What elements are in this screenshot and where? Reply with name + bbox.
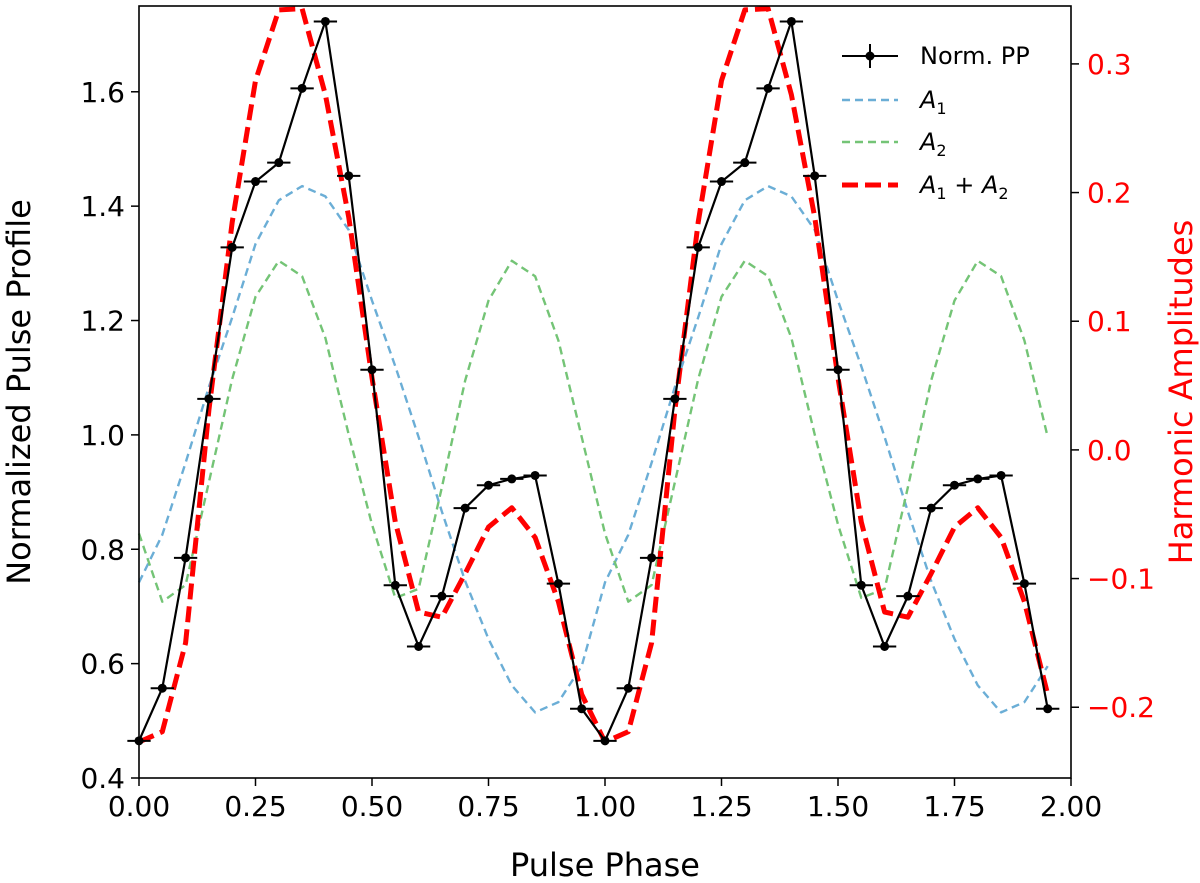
- pulse-profile-point: [1043, 704, 1053, 714]
- x-tick-label: 0.25: [224, 790, 286, 823]
- pulse-profile-point: [1019, 579, 1029, 589]
- pulse-profile-point: [460, 503, 470, 513]
- pulse-profile-point: [647, 553, 657, 563]
- legend-sum-label: A1 + A2: [918, 171, 1009, 203]
- left-y-axis-label: Normalized Pulse Profile: [0, 199, 38, 585]
- left-y-tick-label: 1.4: [80, 190, 125, 223]
- pulse-profile-point: [553, 579, 563, 589]
- legend-pp-label: Norm. PP: [920, 42, 1030, 70]
- pulse-profile-point: [484, 480, 493, 490]
- right-y-tick-label: 0.2: [1087, 177, 1132, 210]
- legend: Norm. PP A1 A2 A1 + A2: [842, 42, 1030, 203]
- right-y-tick-label: −0.1: [1087, 563, 1155, 596]
- pulse-profile-point: [367, 365, 377, 375]
- pulse-profile-point: [297, 83, 307, 93]
- x-tick-label: 1.50: [807, 790, 869, 823]
- pulse-profile-point: [996, 470, 1006, 480]
- right-y-tick-label: 0.1: [1087, 305, 1132, 338]
- x-tick-label: 1.25: [690, 790, 752, 823]
- a1-harmonic-line: [137, 184, 1049, 714]
- a1-plus-a2-line: [137, 6, 1051, 745]
- x-tick-label: 2.00: [1040, 790, 1102, 823]
- x-axis-ticks: 0.00 0.25 0.50 0.75 1.00 1.25 1.50 1.75 2.00: [108, 778, 1102, 823]
- x-tick-label: 0.50: [341, 790, 403, 823]
- pulse-profile-point: [856, 580, 866, 590]
- pulse-profile-point: [903, 591, 913, 601]
- pulse-profile-point: [600, 736, 610, 746]
- legend-pp-marker: [865, 51, 875, 61]
- x-axis-label: Pulse Phase: [510, 846, 700, 883]
- left-y-tick-label: 0.8: [80, 533, 125, 566]
- plot-area: [127, 6, 1060, 746]
- pulse-profile-point: [204, 394, 214, 404]
- right-y-axis-ticks: −0.2 −0.1 0.0 0.1 0.2 0.3: [1071, 48, 1155, 724]
- left-y-tick-label: 1.6: [80, 76, 125, 109]
- legend-a1-label: A1: [918, 86, 947, 118]
- plot-frame: [138, 5, 1072, 779]
- pulse-profile-point: [740, 158, 750, 168]
- pulse-profile-point: [390, 580, 400, 590]
- right-y-tick-label: 0.3: [1087, 48, 1132, 81]
- pulse-profile-point: [437, 591, 447, 601]
- right-y-tick-label: 0.0: [1087, 434, 1132, 467]
- pulse-profile-point: [157, 683, 167, 693]
- x-tick-label: 0.00: [108, 790, 170, 823]
- pulse-profile-point: [181, 553, 191, 563]
- pulse-profile-point: [973, 474, 983, 484]
- pulse-profile-point: [577, 704, 587, 714]
- pulse-profile-point: [623, 683, 633, 693]
- pulse-profile-point: [530, 470, 540, 480]
- pulse-profile-point: [670, 394, 680, 404]
- pulse-profile-point: [320, 16, 330, 26]
- pulse-profile-point: [693, 242, 703, 252]
- pulse-profile-point: [717, 177, 726, 187]
- a2-harmonic-line: [137, 259, 1049, 603]
- legend-a2-label: A2: [918, 128, 947, 160]
- pulse-profile-point: [950, 480, 959, 490]
- pulse-profile-point: [786, 16, 796, 26]
- pulse-profile-point: [763, 83, 773, 93]
- left-y-tick-label: 0.4: [80, 762, 125, 795]
- pulse-profile-point: [414, 641, 424, 651]
- pulse-profile-point: [926, 503, 936, 513]
- x-tick-label: 1.75: [923, 790, 985, 823]
- x-tick-label: 0.75: [457, 790, 519, 823]
- right-y-tick-label: −0.2: [1087, 691, 1155, 724]
- pulse-profile-point: [810, 171, 820, 181]
- pulse-profile-point: [227, 242, 237, 252]
- left-y-tick-label: 1.2: [80, 305, 125, 338]
- pulse-profile-point: [880, 641, 890, 651]
- left-y-axis-ticks: 0.4 0.6 0.8 1.0 1.2 1.4 1.6: [80, 76, 139, 795]
- pulse-profile-point: [344, 171, 354, 181]
- left-y-tick-label: 1.0: [80, 419, 125, 452]
- pulse-profile-point: [833, 365, 843, 375]
- pulse-profile-point: [251, 177, 260, 187]
- pulse-profile-point: [507, 474, 517, 484]
- left-y-tick-label: 0.6: [80, 648, 125, 681]
- x-tick-label: 1.00: [574, 790, 636, 823]
- pulse-profile-line: [137, 21, 1049, 743]
- pulse-profile-point: [274, 158, 284, 168]
- right-y-axis-label: Harmonic Amplitudes: [1162, 220, 1200, 565]
